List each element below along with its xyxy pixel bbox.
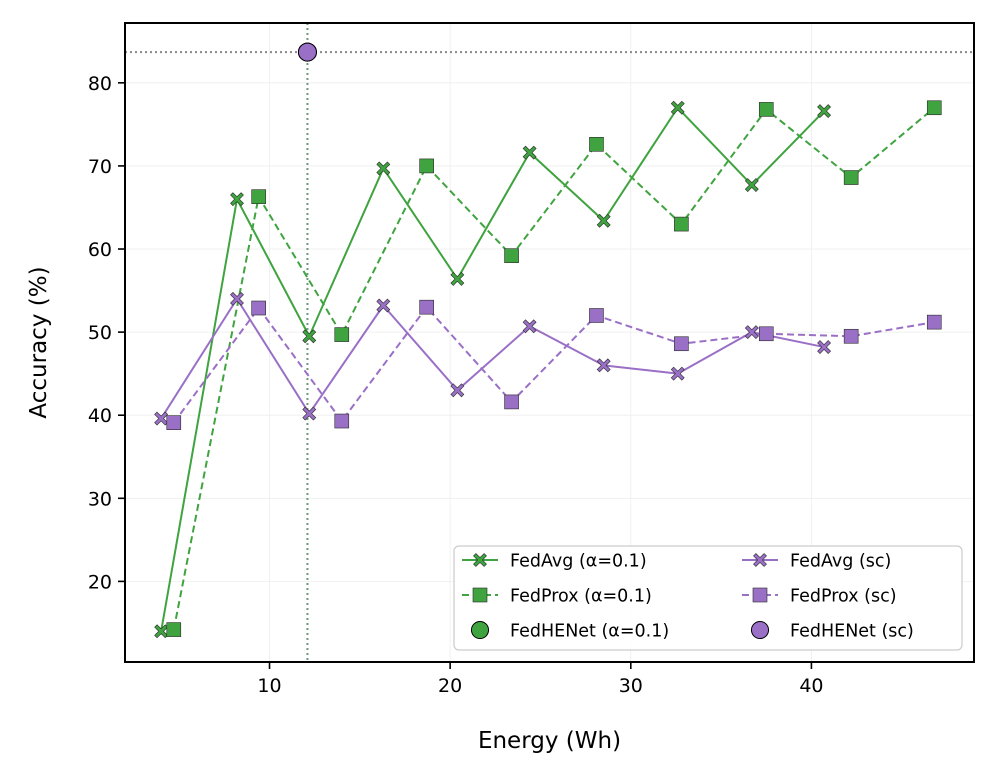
- point-fedavg-sc: [154, 411, 169, 426]
- marker-layer: [154, 42, 942, 639]
- y-axis-title: Accuracy (%): [26, 266, 52, 418]
- series-layer: [160, 106, 935, 632]
- point-fedavg-sc: [450, 383, 465, 398]
- legend-marker-fedprox-alpha-0-1: [472, 587, 488, 603]
- y-tick-label: 20: [88, 571, 112, 593]
- y-tick-label: 60: [88, 239, 112, 261]
- point-fedavg-alpha-0-1: [154, 624, 169, 639]
- point-fedprox-sc: [674, 336, 689, 352]
- legend-marker-fedprox-sc: [752, 587, 768, 603]
- point-fedavg-alpha-0-1: [744, 178, 759, 192]
- legend-label-fedavg-alpha-0-1: FedAvg (α=0.1): [510, 552, 647, 572]
- legend-label-fedprox-alpha-0-1: FedProx (α=0.1): [510, 587, 652, 607]
- point-fedprox-alpha-0-1: [504, 248, 519, 263]
- point-fedavg-sc: [302, 406, 317, 421]
- point-fedavg-alpha-0-1: [817, 104, 831, 119]
- point-fedavg-alpha-0-1: [522, 145, 537, 160]
- x-tick-label: 40: [799, 675, 823, 697]
- legend-item-fedprox-alpha-0-1: FedProx (α=0.1): [462, 587, 652, 607]
- legend-marker-fedhenet-alpha-0-1: [470, 620, 490, 640]
- point-fedprox-alpha-0-1: [843, 170, 859, 185]
- reference-lines: [125, 23, 974, 662]
- point-fedprox-alpha-0-1: [674, 216, 689, 232]
- legend-label-fedhenet-alpha-0-1: FedHENet (α=0.1): [510, 622, 669, 642]
- legend-marker-fedavg-alpha-0-1: [473, 553, 487, 567]
- series-line-fedavg-sc: [160, 297, 825, 420]
- point-fedprox-sc: [419, 299, 434, 315]
- y-tick-label: 80: [88, 73, 112, 95]
- point-fedprox-sc: [843, 328, 859, 344]
- legend-box: [453, 545, 963, 651]
- y-tick-label: 30: [88, 488, 112, 510]
- point-fedhenet-sc: [297, 42, 317, 62]
- series-line-fedprox-sc: [172, 306, 935, 424]
- point-fedavg-sc: [376, 298, 391, 313]
- x-tick-label: 30: [619, 675, 643, 697]
- point-fedavg-alpha-0-1: [670, 100, 685, 115]
- point-fedavg-alpha-0-1: [596, 213, 611, 228]
- series-line-fedprox-alpha-0-1: [172, 106, 935, 630]
- point-fedavg-alpha-0-1: [376, 161, 391, 176]
- point-fedprox-sc: [334, 413, 350, 429]
- legend-label-fedavg-sc: FedAvg (sc): [790, 552, 891, 572]
- point-fedprox-alpha-0-1: [334, 327, 350, 342]
- point-fedprox-alpha-0-1: [419, 158, 434, 174]
- point-fedavg-sc: [596, 358, 611, 373]
- point-fedavg-sc: [522, 319, 537, 334]
- point-fedprox-sc: [589, 308, 604, 323]
- legend-label-fedhenet-sc: FedHENet (sc): [790, 622, 914, 642]
- x-axis-title: Energy (Wh): [478, 728, 621, 754]
- legend-item-fedhenet-sc: FedHENet (sc): [750, 620, 914, 642]
- x-tick-label: 20: [438, 675, 462, 697]
- series-line-fedavg-alpha-0-1: [160, 106, 825, 632]
- point-fedprox-alpha-0-1: [589, 137, 604, 152]
- legend: FedAvg (α=0.1) FedProx (α=0.1) FedHENet (α…: [453, 545, 963, 651]
- legend-label-fedprox-sc: FedProx (sc): [790, 587, 897, 607]
- point-fedavg-sc: [817, 340, 831, 354]
- axis-layer: 10 20 30 40 20 30 40 50 60 70 80: [88, 73, 824, 697]
- point-fedavg-alpha-0-1: [230, 192, 244, 207]
- point-fedprox-sc: [504, 394, 519, 410]
- legend-item-fedavg-sc: FedAvg (sc): [742, 552, 891, 572]
- point-fedprox-alpha-0-1: [758, 102, 774, 117]
- point-fedprox-sc: [926, 314, 942, 330]
- legend-item-fedhenet-alpha-0-1: FedHENet (α=0.1): [470, 620, 669, 642]
- point-fedprox-sc: [166, 415, 182, 430]
- plot-frame: [124, 22, 975, 663]
- point-fedavg-sc: [744, 325, 759, 340]
- legend-item-fedavg-alpha-0-1: FedAvg (α=0.1): [462, 552, 647, 572]
- legend-item-fedprox-sc: FedProx (sc): [742, 587, 897, 607]
- x-tick-label: 10: [257, 675, 281, 697]
- point-fedprox-alpha-0-1: [251, 189, 266, 204]
- point-fedprox-alpha-0-1: [926, 100, 942, 116]
- legend-marker-fedavg-sc: [753, 553, 767, 567]
- legend-marker-fedhenet-sc: [750, 620, 770, 640]
- y-tick-label: 70: [88, 156, 112, 178]
- y-tick-label: 50: [88, 322, 112, 344]
- point-fedavg-alpha-0-1: [302, 329, 317, 344]
- point-fedprox-sc: [251, 300, 266, 316]
- point-fedprox-alpha-0-1: [166, 622, 182, 637]
- point-fedavg-sc: [230, 291, 244, 306]
- y-tick-label: 40: [88, 405, 112, 427]
- point-fedprox-sc: [758, 326, 774, 342]
- point-fedavg-alpha-0-1: [450, 272, 465, 286]
- point-fedavg-sc: [670, 366, 685, 381]
